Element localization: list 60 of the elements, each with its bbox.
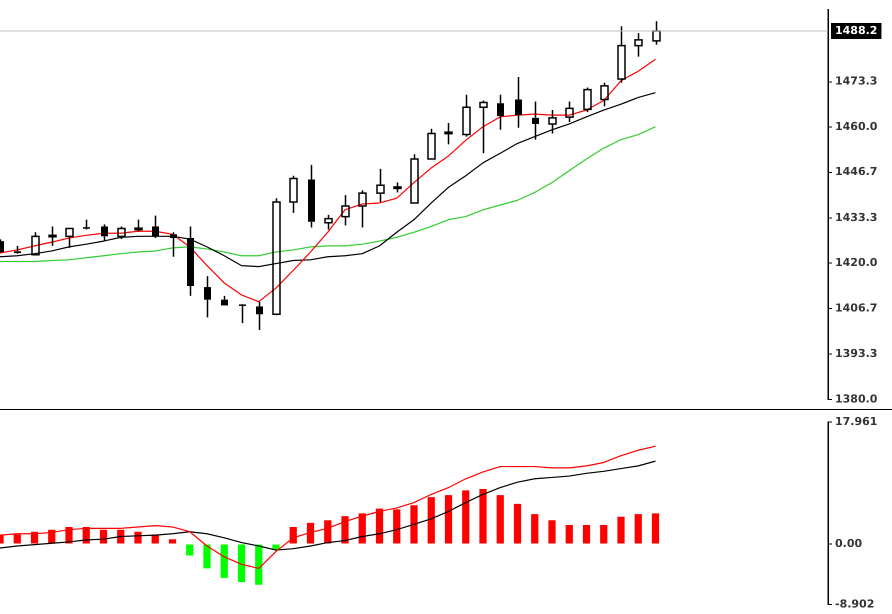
bar <box>290 526 297 544</box>
bar <box>255 544 262 585</box>
y-tick-label: 1473.3 <box>835 74 878 88</box>
bar <box>634 514 642 544</box>
bar <box>479 488 487 544</box>
candlestick <box>617 26 626 84</box>
y-tick-label: -8.902 <box>835 597 874 610</box>
bar <box>462 490 470 544</box>
bar <box>203 544 211 568</box>
candlestick <box>48 226 57 247</box>
bar <box>186 544 194 556</box>
candlestick <box>65 228 74 249</box>
y-tick-label: 0.00 <box>835 536 862 550</box>
ref-line-label: 1488.2 <box>835 24 878 37</box>
y-tick-label: 1433.3 <box>835 210 878 224</box>
bar <box>652 513 660 544</box>
bar <box>238 544 246 582</box>
bar <box>428 497 435 544</box>
bar <box>306 522 314 544</box>
candlestick <box>652 20 661 46</box>
bar <box>324 520 332 544</box>
bar <box>410 505 418 544</box>
y-tick-label: 1446.7 <box>835 165 878 178</box>
y-tick-label: 1420.0 <box>835 256 878 270</box>
bar <box>514 504 522 544</box>
y-tick-label: 1393.3 <box>835 346 878 360</box>
candlestick <box>462 94 471 138</box>
bar <box>496 495 504 544</box>
bar <box>566 524 573 544</box>
candlestick <box>600 82 609 108</box>
bar <box>117 530 124 544</box>
candlestick <box>548 109 557 134</box>
bar <box>444 495 452 544</box>
bar <box>600 524 608 544</box>
y-tick-label: 17.961 <box>835 414 878 428</box>
bar <box>376 508 384 544</box>
bar <box>14 534 21 544</box>
bar <box>48 530 56 544</box>
bar <box>220 544 228 578</box>
y-tick-label: 1406.7 <box>835 301 878 314</box>
y-tick-label: 1460.0 <box>835 120 878 133</box>
candlestick <box>479 100 488 154</box>
candlestick <box>341 194 350 226</box>
bar <box>548 520 556 544</box>
bar <box>393 509 400 544</box>
candlestick <box>324 214 333 230</box>
bar <box>531 514 538 544</box>
bar <box>358 513 366 544</box>
candlestick <box>376 168 385 203</box>
candlestick <box>634 32 643 58</box>
bar <box>582 524 590 544</box>
candlestick <box>444 122 453 146</box>
candlestick <box>289 174 298 214</box>
candlestick <box>358 190 367 228</box>
bar <box>168 539 176 544</box>
bar <box>617 516 625 544</box>
candlestick <box>393 182 402 194</box>
candlestick <box>565 100 574 123</box>
y-tick-label: 1380.0 <box>835 392 878 406</box>
candlestick <box>134 218 143 232</box>
